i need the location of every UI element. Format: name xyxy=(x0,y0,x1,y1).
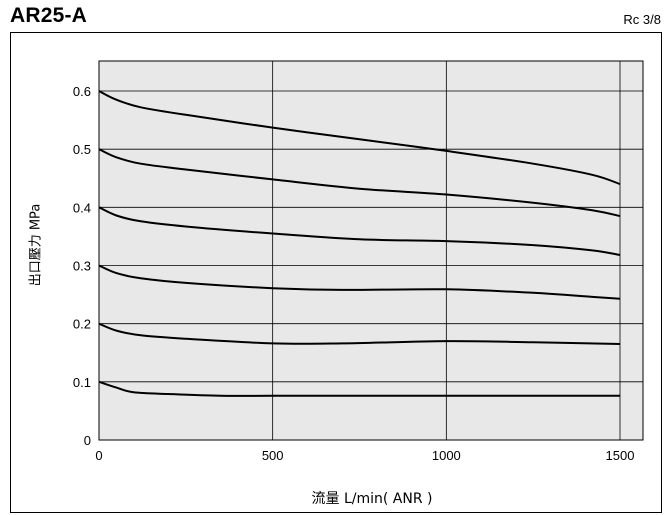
axes xyxy=(98,60,644,441)
y-axis-label: 出口壓力 MPa xyxy=(28,203,44,287)
y-tick-label: 0.1 xyxy=(73,375,91,390)
x-tick-labels: 0 500 1000 1500 xyxy=(95,448,634,463)
y-tick-label: 0.6 xyxy=(73,84,91,99)
pressure-curves xyxy=(98,90,621,397)
y-tick-label: 0.4 xyxy=(73,200,91,215)
chart-frame xyxy=(10,32,662,513)
x-axis-label: 流量 L/min( ANR ) xyxy=(311,491,433,507)
x-tick-label: 1500 xyxy=(606,448,635,463)
pressure-curve-5 xyxy=(98,322,621,345)
pressure-curve-2 xyxy=(98,148,621,218)
y-tick-label: 0.2 xyxy=(73,317,91,332)
y-tick-label: 0.5 xyxy=(73,142,91,157)
y-tick-labels: 0 0.1 0.2 0.3 0.4 0.5 0.6 xyxy=(73,84,91,448)
plot-area xyxy=(99,61,643,440)
port-size-label: Rc 3/8 xyxy=(623,12,661,27)
plot-border xyxy=(98,60,644,441)
grid-lines xyxy=(99,61,643,440)
x-tick-label: 500 xyxy=(262,448,284,463)
x-tick-label: 0 xyxy=(95,448,102,463)
pressure-curve-6 xyxy=(98,380,620,397)
y-tick-label: 0.3 xyxy=(73,259,91,274)
x-tick-label: 1000 xyxy=(432,448,461,463)
pressure-curve-4 xyxy=(98,264,621,300)
y-tick-label: 0 xyxy=(84,433,91,448)
pressure-curve-3 xyxy=(98,206,621,256)
chart-title: AR25-A xyxy=(10,4,88,27)
pressure-curve-1 xyxy=(98,90,621,186)
